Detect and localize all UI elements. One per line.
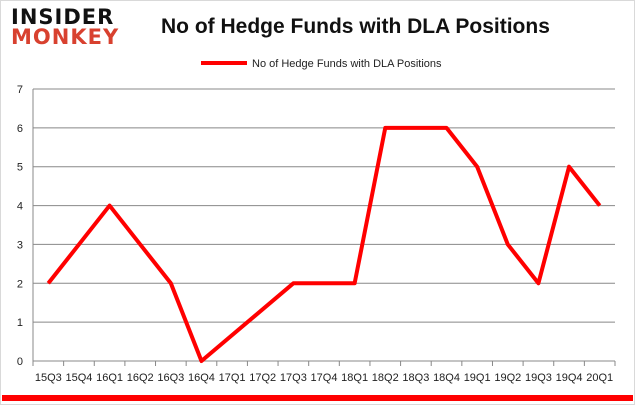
- x-tick-label: 18Q3: [402, 372, 429, 384]
- x-tick-label: 16Q2: [127, 372, 154, 384]
- y-tick-label: 2: [17, 278, 23, 290]
- x-tick-label: 18Q1: [341, 372, 368, 384]
- x-tick-label: 19Q2: [494, 372, 521, 384]
- logo-line1: INSIDER: [11, 5, 115, 29]
- data-point: [476, 166, 478, 168]
- x-tick-label: 16Q4: [188, 372, 215, 384]
- x-tick-label: 17Q3: [280, 372, 307, 384]
- x-tick-label: 18Q4: [433, 372, 460, 384]
- y-tick-label: 3: [17, 239, 23, 251]
- y-tick-label: 1: [17, 317, 23, 329]
- insider-monkey-logo: INSIDER MONKEY: [11, 5, 120, 49]
- y-tick-label: 7: [17, 84, 23, 96]
- x-tick-label: 19Q3: [525, 372, 552, 384]
- legend-label: No of Hedge Funds with DLA Positions: [252, 58, 442, 70]
- data-point: [109, 205, 111, 207]
- data-point: [384, 127, 386, 129]
- x-tick-label: 19Q1: [464, 372, 491, 384]
- y-tick-label: 6: [17, 123, 23, 135]
- data-point: [354, 282, 356, 284]
- y-tick-label: 0: [17, 356, 23, 368]
- data-point: [446, 127, 448, 129]
- bottom-bar: [2, 395, 633, 401]
- data-point: [415, 127, 417, 129]
- data-point: [599, 205, 601, 207]
- x-tick-label: 16Q1: [96, 372, 123, 384]
- x-tick-label: 17Q1: [219, 372, 246, 384]
- chart-title: No of Hedge Funds with DLA Positions: [161, 15, 550, 38]
- logo-line2: MONKEY: [11, 25, 120, 49]
- data-point: [200, 360, 202, 362]
- x-tick-label: 19Q4: [556, 372, 583, 384]
- data-point: [292, 282, 294, 284]
- data-point: [537, 282, 539, 284]
- data-point: [78, 243, 80, 245]
- x-tick-label: 15Q4: [65, 372, 92, 384]
- data-point: [323, 282, 325, 284]
- x-tick-label: 16Q3: [157, 372, 184, 384]
- data-point: [170, 282, 172, 284]
- x-tick-label: 20Q1: [586, 372, 613, 384]
- y-tick-label: 5: [17, 162, 23, 174]
- y-tick-label: 4: [17, 201, 23, 213]
- x-tick-label: 17Q4: [311, 372, 338, 384]
- data-point: [139, 243, 141, 245]
- data-point: [568, 166, 570, 168]
- data-point: [47, 282, 49, 284]
- x-tick-label: 15Q3: [35, 372, 62, 384]
- data-point: [507, 243, 509, 245]
- x-tick-label: 18Q2: [372, 372, 399, 384]
- x-tick-label: 17Q2: [249, 372, 276, 384]
